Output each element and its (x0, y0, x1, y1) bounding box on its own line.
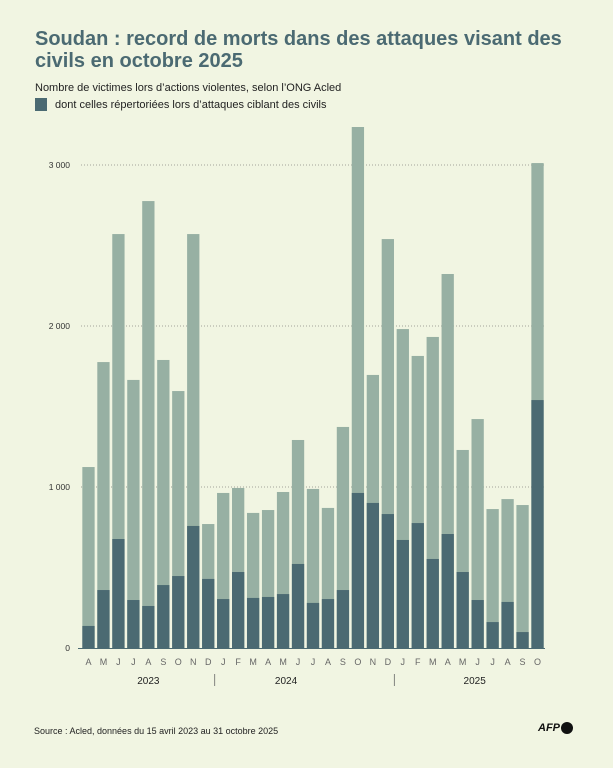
bar-total (142, 201, 155, 648)
bar-civilians (396, 539, 409, 648)
x-tick-label: A (505, 657, 511, 667)
year-label: 2024 (275, 676, 298, 687)
x-tick-label: A (145, 657, 151, 667)
x-tick-label: S (160, 657, 166, 667)
source-note: Source : Acled, données du 15 avril 2023… (34, 726, 279, 736)
bar-total (97, 362, 110, 648)
x-tick-label: D (205, 657, 212, 667)
x-tick-label: M (279, 657, 287, 667)
x-tick-label: M (429, 657, 437, 667)
bar-civilians (246, 597, 260, 648)
bar-civilians (336, 590, 350, 648)
bar-civilians (321, 599, 335, 648)
x-tick-label: O (534, 657, 541, 667)
bar-civilians (82, 625, 95, 648)
legend-civilians: dont celles répertoriées lors d’attaques… (35, 98, 326, 111)
x-tick-label: O (354, 657, 361, 667)
bar-total (157, 359, 170, 648)
legend-swatch (35, 98, 47, 111)
bar-civilians (157, 585, 170, 648)
x-tick-label: A (445, 657, 451, 667)
x-tick-label: M (459, 657, 467, 667)
y-tick-label: 1 000 (49, 482, 71, 492)
year-label: 2025 (464, 676, 487, 687)
bar-civilians (486, 622, 499, 648)
bar-civilians (232, 572, 245, 648)
x-tick-label: F (235, 657, 241, 667)
bar-civilians (261, 596, 275, 648)
legend-total: Nombre de victimes lors d’actions violen… (35, 82, 342, 94)
bar-civilians (187, 525, 200, 648)
x-tick-label: O (175, 657, 182, 667)
x-tick-label: J (131, 657, 136, 667)
bar-total (486, 509, 499, 648)
bar-civilians (142, 605, 155, 648)
bar-civilians (351, 492, 365, 648)
bar-civilians (202, 578, 215, 648)
bar-civilians (217, 599, 230, 648)
y-tick-label: 2 000 (49, 321, 71, 331)
x-tick-label: M (249, 657, 257, 667)
x-tick-label: J (311, 657, 316, 667)
bar-civilians (172, 576, 185, 648)
bar-civilians (381, 514, 394, 648)
x-tick-label: A (325, 657, 331, 667)
x-tick-label: A (265, 657, 271, 667)
bar-civilians (97, 590, 110, 648)
x-tick-label: J (296, 657, 301, 667)
bar-civilians (501, 601, 514, 648)
bar-civilians (456, 572, 469, 648)
bar-civilians (441, 534, 454, 648)
x-tick-label: J (221, 657, 226, 667)
bar-civilians (366, 502, 380, 648)
bar-civilians (112, 539, 125, 648)
year-label: 2023 (137, 676, 160, 687)
x-tick-label: A (85, 657, 91, 667)
bar-civilians (471, 600, 484, 648)
bar-civilians (426, 558, 439, 648)
y-tick-label: 0 (65, 643, 70, 653)
x-tick-label: F (415, 657, 421, 667)
x-tick-label: S (520, 657, 526, 667)
x-tick-label: J (116, 657, 121, 667)
legend-civilians-label: dont celles répertoriées lors d’attaques… (55, 98, 327, 111)
bar-civilians (531, 400, 544, 648)
x-tick-label: M (100, 657, 108, 667)
bar-total (127, 379, 140, 648)
bar-civilians (291, 563, 305, 648)
afp-logo: AFP (538, 722, 573, 734)
x-tick-label: J (490, 657, 495, 667)
x-tick-label: S (340, 657, 346, 667)
x-tick-label: N (190, 657, 197, 667)
bar-civilians (411, 523, 424, 648)
bar-total (82, 467, 95, 648)
bar-civilians (516, 632, 529, 648)
chart-title: Soudan : record de morts dans des attaqu… (35, 28, 562, 72)
bar-civilians (306, 602, 320, 648)
bar-total (471, 419, 484, 648)
x-tick-label: D (385, 657, 392, 667)
x-tick-label: J (401, 657, 406, 667)
bar-total (516, 505, 529, 648)
x-tick-label: J (475, 657, 480, 667)
y-tick-label: 3 000 (49, 160, 71, 170)
x-tick-label: N (370, 657, 377, 667)
bar-civilians (276, 594, 290, 648)
bar-civilians (127, 600, 140, 648)
